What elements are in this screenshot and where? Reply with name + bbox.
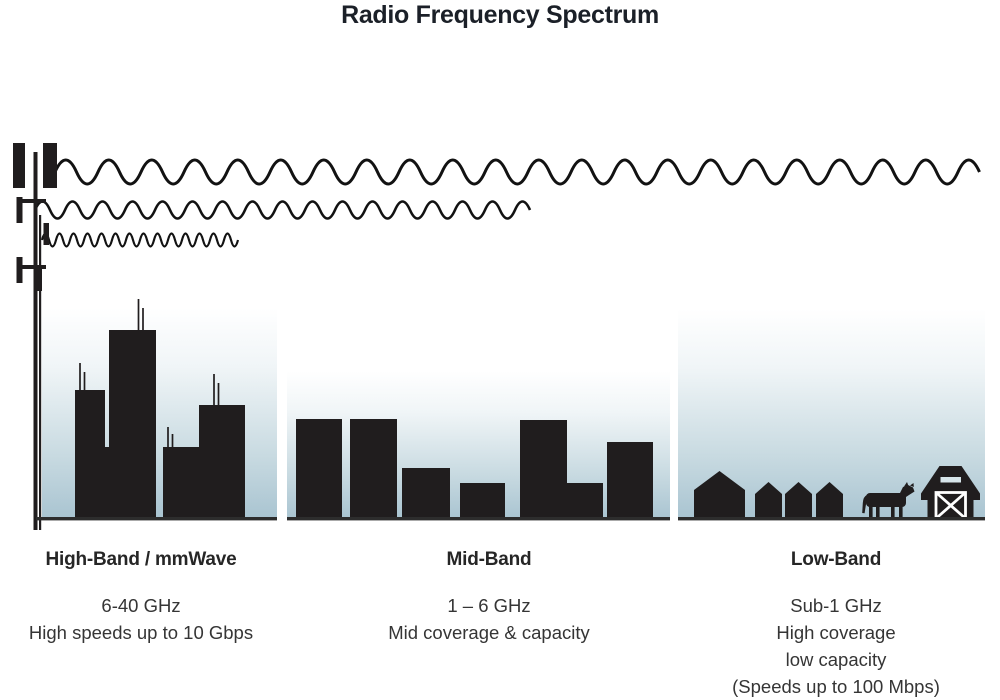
cell-tower-icon (13, 143, 57, 530)
mid-band-heading: Mid-Band (446, 549, 532, 570)
building-silhouette (163, 447, 199, 519)
high-band-ground-line (36, 517, 277, 521)
building-silhouette (350, 419, 397, 519)
low-band-ground-line (678, 517, 985, 521)
low-band-description: (Speeds up to 100 Mbps) (732, 676, 940, 697)
building-silhouette (103, 447, 112, 519)
mid-band-frequency: 1 – 6 GHz (447, 595, 531, 616)
high-band-description: High speeds up to 10 Gbps (28, 622, 254, 643)
low-band-description: High coverage (776, 622, 896, 643)
mid-band-description: Mid coverage & capacity (388, 622, 590, 643)
high-band-heading: High-Band / mmWave (45, 549, 237, 570)
building-silhouette (296, 419, 342, 519)
house-icon (755, 482, 782, 519)
mid-band-wave-icon (33, 200, 532, 220)
rural-farm-icon (694, 466, 980, 520)
house-icon (816, 482, 843, 519)
midrise-buildings-icon (296, 419, 653, 519)
mid-band-ground-line (287, 517, 670, 521)
high-band-frequency: 6-40 GHz (101, 595, 181, 616)
building-silhouette (607, 442, 653, 519)
radio-waves (33, 158, 981, 248)
building-silhouette (402, 468, 450, 519)
cow-icon (862, 482, 915, 518)
house-icon (785, 482, 812, 519)
high-band-label-block: High-Band / mmWave 6-40 GHz High speeds … (10, 549, 272, 646)
building-silhouette (567, 483, 603, 519)
low-band-wave-icon (53, 158, 981, 186)
page-title: Radio Frequency Spectrum (341, 1, 659, 29)
barn-icon (921, 466, 980, 520)
house-icon (694, 471, 745, 519)
high-band-wave-icon (40, 232, 240, 248)
mid-band-label-block: Mid-Band 1 – 6 GHz Mid coverage & capaci… (358, 549, 620, 646)
building-silhouette (199, 405, 245, 519)
building-silhouette (460, 483, 505, 519)
building-silhouette (109, 330, 156, 519)
building-silhouette (520, 420, 567, 519)
city-skyline-icon (75, 299, 245, 519)
low-band-frequency: Sub-1 GHz (790, 595, 882, 616)
low-band-description: low capacity (785, 649, 887, 670)
ground-lines (36, 517, 985, 521)
low-band-heading: Low-Band (790, 549, 882, 570)
low-band-label-block: Low-Band Sub-1 GHz High coverage low cap… (686, 549, 986, 700)
building-silhouette (75, 390, 105, 519)
